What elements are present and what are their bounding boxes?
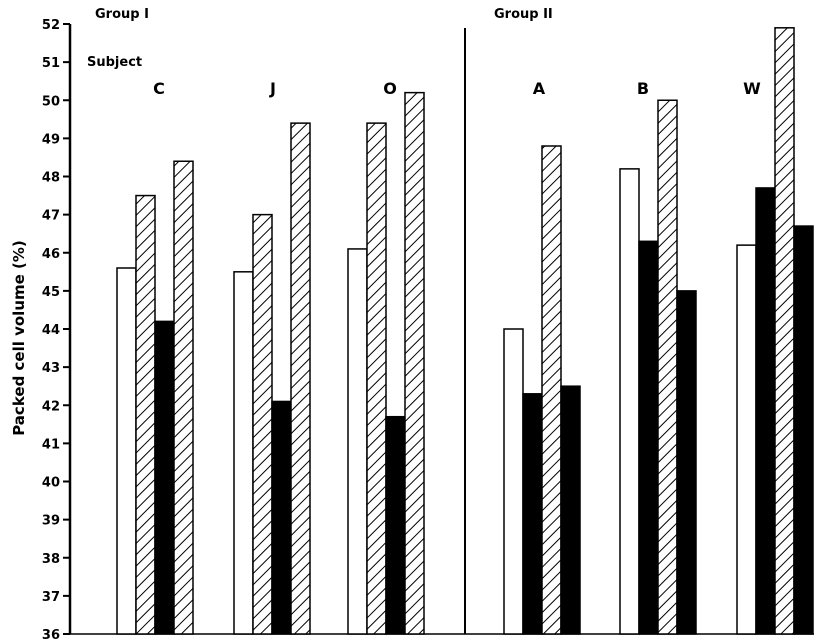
subject-label: O [383, 79, 397, 98]
bar-black [154, 320, 175, 635]
bar-black [271, 400, 292, 635]
subject-label: C [153, 79, 165, 98]
subject-label: W [743, 79, 761, 98]
bar-hatched [404, 91, 425, 635]
y-tick-label: 38 [42, 552, 60, 567]
bars [116, 27, 814, 635]
bar-hatched [541, 145, 562, 635]
bar-white [619, 168, 640, 635]
bar-white [503, 328, 524, 635]
y-tick-label: 42 [42, 399, 60, 414]
y-tick-label: 37 [42, 590, 60, 605]
bar-hatched [173, 160, 194, 635]
bar-black [793, 225, 814, 635]
y-tick-label: 49 [42, 132, 60, 147]
bar-black [638, 240, 659, 635]
y-tick-label: 47 [42, 209, 60, 224]
y-tick-label: 41 [42, 437, 60, 452]
subject-label: A [533, 79, 546, 98]
subject-label: B [637, 79, 649, 98]
y-tick-label: 44 [42, 323, 60, 338]
subject-heading: Subject [87, 55, 142, 70]
bar-white [347, 248, 368, 635]
y-tick-label: 40 [42, 476, 60, 491]
bar-black [385, 415, 406, 635]
bar-white [736, 244, 757, 635]
y-axis: 36 37 38 39 40 41 42 43 44 45 46 47 48 49 50 51 52 [42, 18, 814, 640]
bar-hatched [252, 213, 273, 635]
group-label: Group II [494, 7, 553, 22]
subject-label: J [269, 79, 276, 98]
bar-hatched [290, 122, 311, 635]
labels: Group I C J O Group II A B W [95, 7, 761, 98]
bar-black [676, 290, 697, 635]
bar-black [560, 385, 581, 635]
y-tick-label: 52 [42, 18, 60, 33]
bar-white [116, 267, 137, 635]
bar-white [233, 271, 254, 635]
bar-black [755, 187, 776, 635]
y-tick-label: 36 [42, 628, 60, 640]
y-tick-label: 45 [42, 285, 60, 300]
y-tick-label: 46 [42, 247, 60, 262]
bar-hatched [135, 194, 156, 635]
bar-hatched [366, 122, 387, 635]
y-axis-label: Packed cell volume (%) [10, 240, 28, 436]
y-tick-label: 43 [42, 361, 60, 376]
bar-hatched [774, 27, 795, 635]
y-tick-label: 51 [42, 56, 60, 71]
y-tick-label: 50 [42, 94, 60, 109]
y-tick-label: 39 [42, 514, 60, 529]
group-label: Group I [95, 7, 149, 22]
y-tick-label: 48 [42, 171, 60, 186]
bar-hatched [657, 99, 678, 635]
bar-black [522, 393, 543, 635]
